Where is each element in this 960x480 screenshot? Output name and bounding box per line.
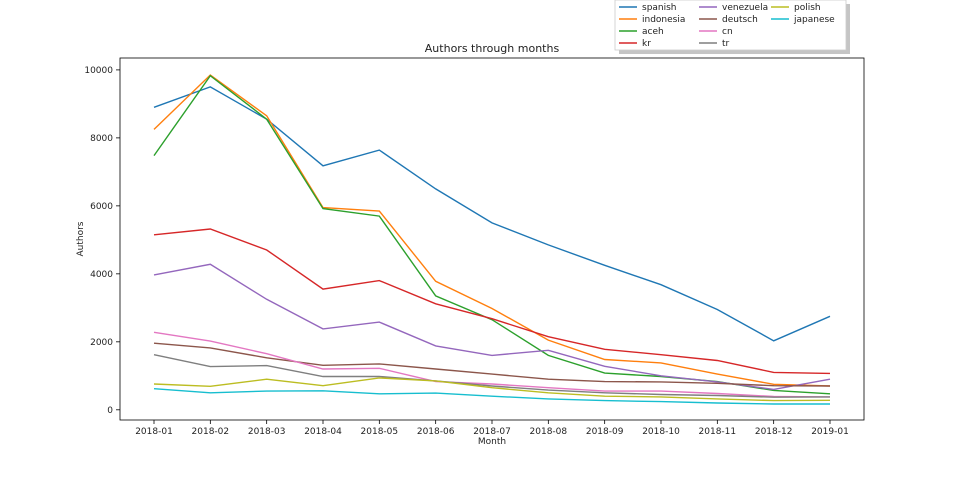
legend-label-deutsch: deutsch	[722, 15, 758, 25]
legend-label-cn: cn	[722, 27, 733, 37]
y-axis: 0 2000 4000 6000 8000 10000	[84, 66, 120, 416]
chart-title: Authors through months	[425, 42, 560, 55]
x-tick-label: 2018-09	[586, 427, 624, 437]
x-tick-label: 2018-04	[304, 427, 342, 437]
legend-box	[614, 0, 847, 51]
x-tick-label: 2018-01	[135, 427, 173, 437]
y-tick-label: 2000	[90, 338, 113, 348]
series-line-cn	[153, 331, 831, 398]
plot-frame	[119, 57, 865, 421]
series-line-indonesia	[153, 74, 831, 387]
x-tick-label: 2018-03	[248, 427, 286, 437]
x-tick-label: 2018-06	[417, 427, 455, 437]
legend-label-tr: tr	[722, 39, 730, 49]
x-tick-label: 2019-01	[811, 427, 849, 437]
legend-label-kr: kr	[642, 39, 651, 49]
y-axis-label: Authors	[76, 221, 86, 256]
x-tick-label: 2018-10	[642, 427, 680, 437]
legend-label-indonesia: indonesia	[642, 15, 685, 25]
series-line-tr	[153, 354, 831, 398]
plot-area	[119, 57, 865, 421]
series-line-japanese	[153, 388, 830, 405]
y-tick-label: 8000	[90, 134, 113, 144]
legend-label-spanish: spanish	[642, 3, 677, 13]
x-tick-label: 2018-02	[192, 427, 230, 437]
x-tick-label: 2018-08	[530, 427, 568, 437]
x-axis-label: Month	[478, 437, 506, 447]
legend-label-venezuela: venezuela	[722, 3, 768, 13]
x-tick-label: 2018-11	[699, 427, 737, 437]
legend: spanish indonesia aceh kr venezuela deutsch cn…	[614, 0, 850, 54]
legend-label-aceh: aceh	[642, 27, 664, 37]
y-tick-label: 6000	[90, 202, 113, 212]
x-tick-label: 2018-07	[473, 427, 511, 437]
x-tick-label: 2018-05	[361, 427, 399, 437]
y-tick-label: 4000	[90, 270, 113, 280]
series-line-venezuela	[153, 263, 831, 391]
legend-label-polish: polish	[794, 3, 821, 13]
y-tick-label: 10000	[84, 66, 113, 76]
x-tick-label: 2018-12	[755, 427, 793, 437]
x-axis: 2018-01 2018-02 2018-03 2018-04 2018-05 2018-…	[135, 420, 849, 437]
series-line-polish	[153, 377, 831, 402]
series-lines	[153, 74, 831, 405]
legend-label-japanese: japanese	[793, 15, 835, 25]
y-tick-label: 0	[107, 406, 113, 416]
series-line-kr	[153, 228, 831, 375]
series-line-deutsch	[153, 342, 831, 387]
